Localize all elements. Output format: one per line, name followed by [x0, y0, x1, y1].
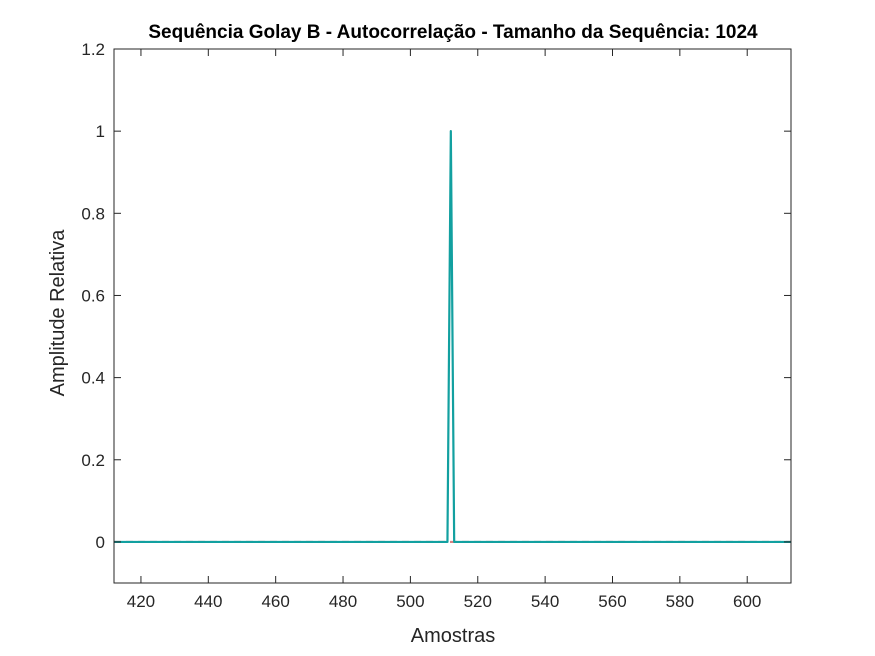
- y-tick-label: 0.4: [81, 369, 105, 388]
- y-tick-label: 0: [96, 533, 105, 552]
- y-tick-label: 1.2: [81, 40, 105, 59]
- axes-box: [113, 48, 792, 584]
- x-axis-title: Amostras: [411, 625, 495, 647]
- x-tick-label: 420: [127, 592, 155, 611]
- series-layer: [114, 130, 791, 544]
- axes-frame: [113, 48, 792, 584]
- y-tick-label: 0.8: [81, 204, 105, 223]
- x-tick-label: 480: [329, 592, 357, 611]
- x-tick-label: 460: [261, 592, 289, 611]
- chart-title: Sequência Golay B - Autocorrelação - Tam…: [148, 22, 758, 43]
- x-tick-label: 600: [733, 592, 761, 611]
- y-tick-label: 1: [96, 122, 105, 141]
- x-tick-label: 540: [531, 592, 559, 611]
- x-tick-label: 520: [464, 592, 492, 611]
- y-axis-title: Amplitude Relativa: [47, 229, 69, 397]
- y-axis: 0 0.2 0.4 0.6 0.8 1 1.2: [81, 40, 791, 552]
- y-tick-label: 0.2: [81, 451, 105, 470]
- x-tick-label: 440: [194, 592, 222, 611]
- x-tick-label: 580: [666, 592, 694, 611]
- x-axis: 420 440 460 480 500 520 540 560 580 600: [127, 49, 761, 611]
- series-line-2: [114, 130, 791, 544]
- x-tick-label: 560: [598, 592, 626, 611]
- x-tick-label: 500: [396, 592, 424, 611]
- y-tick-label: 0.6: [81, 286, 105, 305]
